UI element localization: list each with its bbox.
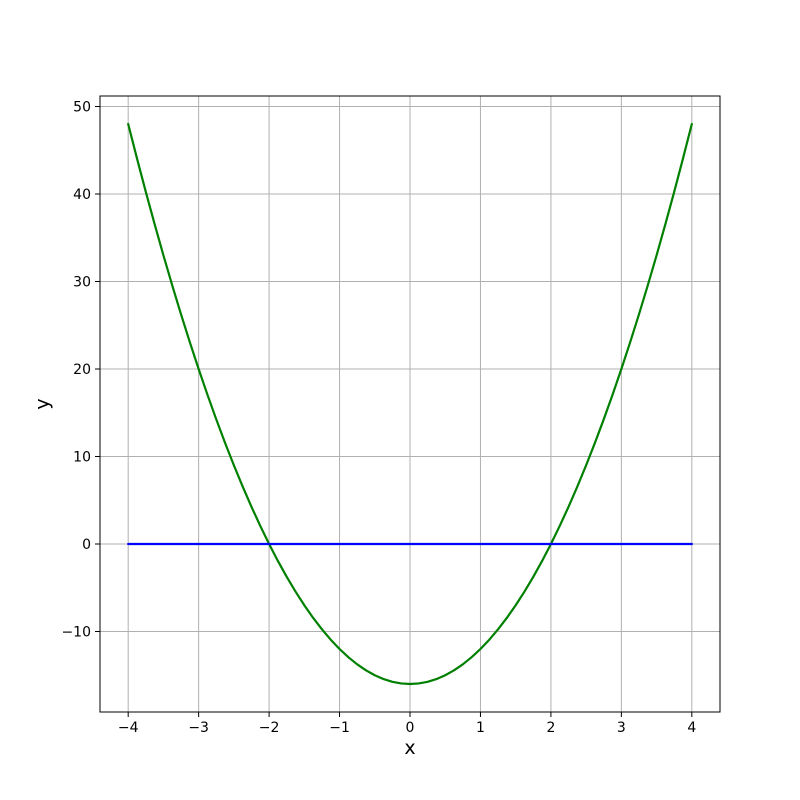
x-tick-label: 3: [617, 720, 626, 736]
y-tick-label: 20: [73, 362, 91, 378]
y-tick-label: −10: [61, 625, 91, 641]
x-tick-label: −3: [188, 720, 209, 736]
x-axis-label: x: [404, 737, 416, 759]
y-axis-label: y: [31, 398, 54, 410]
x-tick-label: 0: [406, 720, 415, 736]
y-tick-label: 30: [73, 275, 91, 291]
y-tick-label: 50: [73, 100, 91, 116]
x-tick-label: −2: [259, 720, 280, 736]
x-tick-label: −1: [329, 720, 350, 736]
x-tick-label: 2: [546, 720, 555, 736]
y-tick-label: 10: [73, 450, 91, 466]
series-green-parabola: [127, 122, 693, 686]
y-tick-label: 40: [73, 187, 91, 203]
y-tick-label: 0: [82, 537, 91, 553]
x-tick-label: 4: [687, 720, 696, 736]
x-tick-label: −4: [118, 720, 139, 736]
x-tick-label: 1: [476, 720, 485, 736]
